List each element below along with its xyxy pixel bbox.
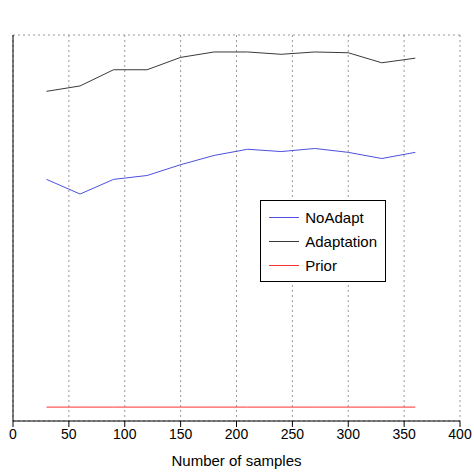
svg-text:150: 150	[169, 426, 193, 442]
svg-text:Number of samples: Number of samples	[171, 452, 301, 469]
html-text:Prior: Prior	[305, 256, 337, 274]
svg-text:250: 250	[281, 426, 305, 442]
svg-text:50: 50	[61, 426, 77, 442]
svg-text:200: 200	[225, 426, 249, 442]
html-text:Adaptation: Adaptation	[305, 232, 377, 250]
html-text:NoAdapt: NoAdapt	[305, 208, 364, 226]
svg-text:0: 0	[9, 426, 17, 442]
svg-text:300: 300	[337, 426, 361, 442]
svg-text:100: 100	[113, 426, 137, 442]
svg-text:400: 400	[448, 426, 466, 442]
svg-text:350: 350	[392, 426, 416, 442]
